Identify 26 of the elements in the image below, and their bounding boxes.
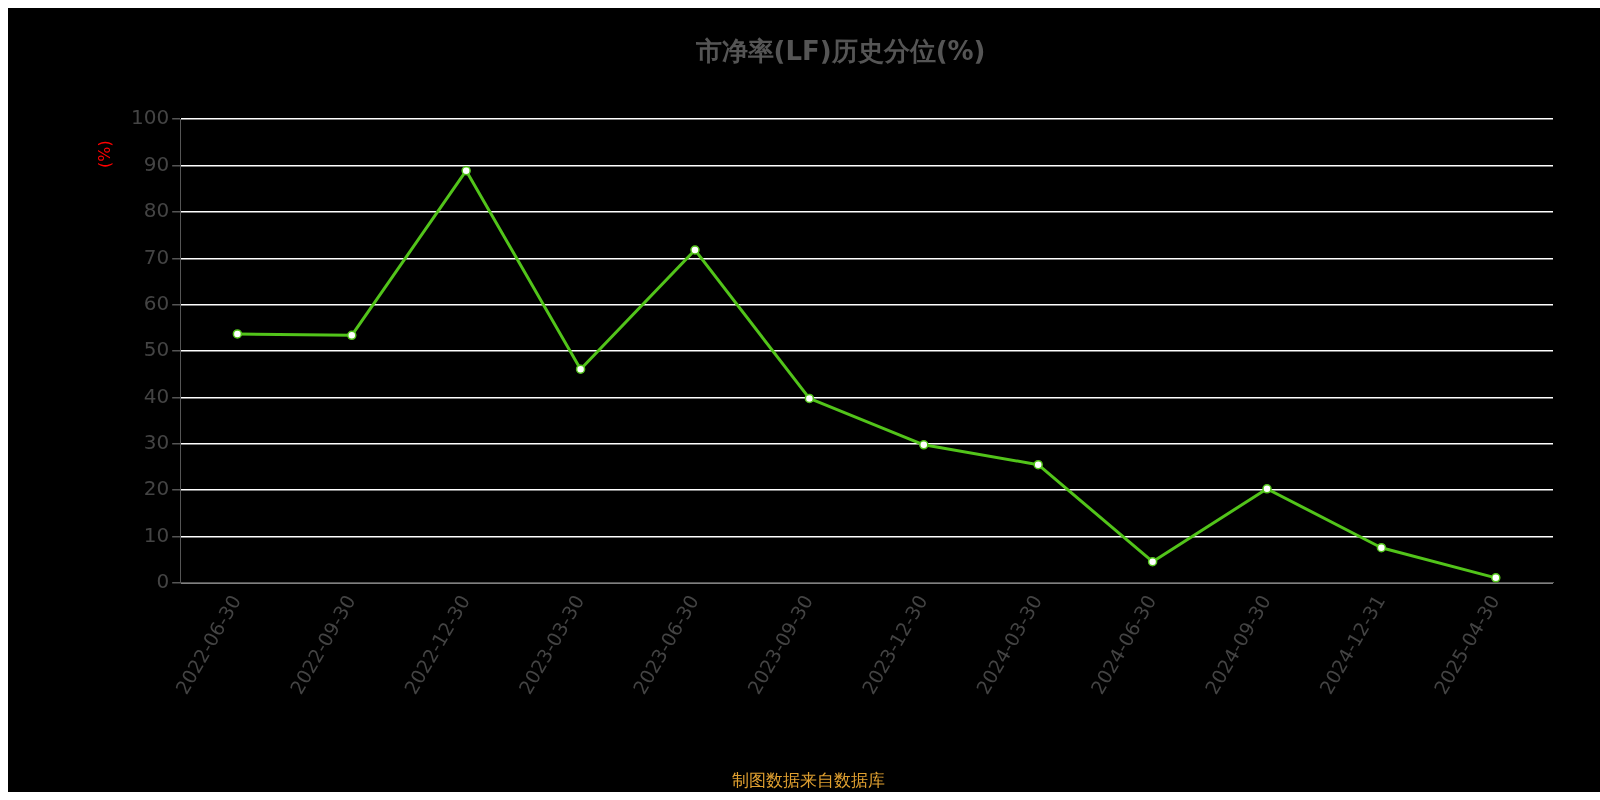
- point: [690, 245, 700, 255]
- y-tick-label: 100: [130, 105, 170, 130]
- y-tick-label: 50: [143, 337, 170, 362]
- text: 制图数据来自数据库: [731, 769, 885, 790]
- y-tick-label: 0: [156, 569, 170, 594]
- y-axis-title: (%): [95, 140, 115, 169]
- point: [1491, 573, 1501, 583]
- point: [575, 364, 586, 374]
- y-tick-label: 80: [143, 198, 170, 223]
- point: [461, 165, 471, 176]
- y-tick-label: 10: [143, 522, 170, 547]
- y-tick-label: 30: [143, 430, 170, 455]
- point: [1262, 484, 1272, 494]
- y-tick-label: 70: [143, 244, 170, 269]
- point: [1376, 542, 1387, 553]
- point: [232, 329, 243, 339]
- point: [919, 440, 929, 450]
- y-tick-label: 60: [143, 290, 170, 315]
- y-tick-label: 20: [143, 476, 170, 501]
- y-tick-label: 90: [143, 151, 170, 176]
- point: [1033, 459, 1043, 470]
- y-tick-label: 40: [143, 383, 170, 408]
- point: [1147, 556, 1158, 567]
- chart-title: 市净率(LF)历史分位(%): [694, 36, 986, 67]
- point: [804, 393, 815, 404]
- point: [347, 330, 357, 341]
